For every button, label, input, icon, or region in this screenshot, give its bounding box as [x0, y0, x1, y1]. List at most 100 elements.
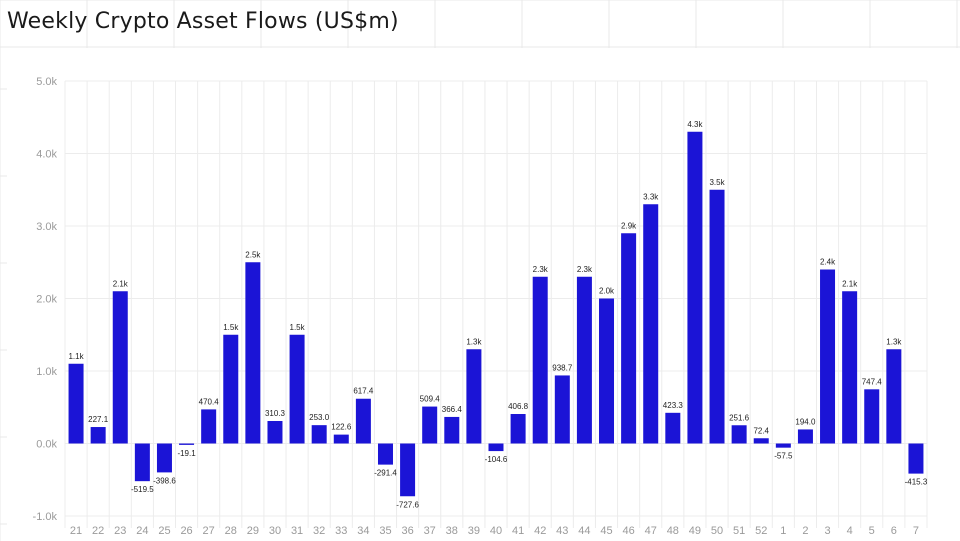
bar-data-label: 2.0k	[599, 287, 615, 296]
bar-data-label: 1.3k	[886, 337, 902, 346]
bar-chart: -1.0k 0.0k 1.0k 2.0k 3.0k 4.0k 5.0k 1.1k 2 1 227.1…	[33, 76, 928, 537]
x-tick-label: 2	[802, 525, 808, 537]
bar-data-label: 251.6	[729, 413, 750, 422]
bar	[201, 409, 217, 444]
bar	[179, 443, 195, 445]
bar	[510, 414, 526, 444]
bar-data-label: 122.6	[331, 423, 352, 432]
x-tick-label: 29	[247, 525, 259, 537]
chart-title: Weekly Crypto Asset Flows (US$m)	[7, 9, 399, 34]
bar	[797, 429, 813, 444]
bar-data-label: 2.4k	[820, 258, 836, 267]
bar-data-label: 423.3	[663, 401, 684, 410]
bar	[599, 298, 615, 444]
bar-data-label: 253.0	[309, 413, 330, 422]
bar	[134, 443, 150, 482]
bar-data-label: 2.3k	[533, 265, 549, 274]
x-tick-label: 1	[780, 525, 786, 537]
bar	[245, 262, 261, 444]
x-tick-label: 6	[891, 525, 897, 537]
bar-data-label: 617.4	[353, 387, 374, 396]
x-tick-label: 47	[645, 525, 657, 537]
x-tick-label: 28	[225, 525, 237, 537]
x-tick-label: 43	[556, 525, 568, 537]
x-tick-label: 33	[335, 525, 347, 537]
bar	[267, 421, 283, 444]
bar-data-label: -727.6	[396, 500, 419, 509]
bar-data-label: 406.8	[508, 402, 529, 411]
bar	[532, 276, 548, 444]
x-tick-label: 44	[578, 525, 590, 537]
bar-data-label: 227.1	[88, 415, 109, 424]
bar	[422, 406, 438, 444]
bar-data-label: 2.1k	[113, 279, 129, 288]
bar	[355, 398, 371, 444]
y-tick-label: 1.0k	[36, 366, 57, 378]
bar	[687, 131, 703, 444]
x-tick-label: 25	[158, 525, 170, 537]
bar	[554, 375, 570, 444]
x-tick-label: 4	[847, 525, 853, 537]
bar	[820, 269, 836, 444]
bar	[400, 443, 416, 497]
x-tick-label: 50	[711, 525, 723, 537]
y-tick-label: 3.0k	[36, 221, 57, 233]
x-tick-label: 37	[424, 525, 436, 537]
bar	[289, 334, 305, 444]
bar	[488, 443, 504, 452]
bar	[864, 389, 880, 444]
bar	[68, 363, 84, 444]
x-tick-label: 26	[180, 525, 192, 537]
x-tick-label: 52	[755, 525, 767, 537]
bar-data-label: 310.3	[265, 409, 286, 418]
bar-data-label: 194.0	[795, 417, 816, 426]
x-tick-label: 7	[913, 525, 919, 537]
bar-data-label: 1.3k	[466, 337, 482, 346]
x-tick-label: 38	[446, 525, 458, 537]
plot-panel: -1.0k 0.0k 1.0k 2.0k 3.0k 4.0k 5.0k 1.1k 2 1 227.1…	[7, 48, 960, 541]
x-tick-label: 51	[733, 525, 745, 537]
x-tick-label: 34	[357, 525, 369, 537]
y-tick-label: 5.0k	[36, 76, 57, 88]
x-tick-label: 45	[600, 525, 612, 537]
x-tick-label: 48	[667, 525, 679, 537]
bar	[90, 427, 106, 444]
x-tick-label: 23	[114, 525, 126, 537]
bar-data-label: -19.1	[177, 449, 196, 458]
bar-data-label: 1.5k	[223, 323, 239, 332]
bar-data-label: 747.4	[862, 377, 883, 386]
y-tick-label: 4.0k	[36, 149, 57, 161]
bar	[311, 425, 327, 444]
x-tick-label: 3	[824, 525, 830, 537]
x-tick-label: 31	[291, 525, 303, 537]
bar	[709, 189, 725, 444]
bar-data-label: 509.4	[420, 395, 441, 404]
bar-data-label: 366.4	[442, 405, 463, 414]
y-tick-label: 0.0k	[36, 439, 57, 451]
x-tick-label: 24	[136, 525, 148, 537]
x-tick-label: 32	[313, 525, 325, 537]
bar	[908, 443, 924, 474]
bar-data-label: 1.1k	[68, 352, 84, 361]
y-tick-label: -1.0k	[33, 511, 58, 523]
bar	[112, 291, 128, 444]
x-tick-label: 49	[689, 525, 701, 537]
bar	[665, 412, 681, 444]
bar	[775, 443, 791, 448]
bar	[753, 438, 769, 444]
bar	[643, 204, 659, 444]
bar-data-label: 2.5k	[245, 250, 261, 259]
bar-data-label: -104.6	[485, 455, 508, 464]
x-tick-label: 42	[534, 525, 546, 537]
bar-data-label: -415.3	[905, 478, 928, 487]
bar-data-label: 3.5k	[709, 178, 725, 187]
bar-data-label: 470.4	[199, 397, 220, 406]
y-tick-label: 2.0k	[36, 294, 57, 306]
x-tick-label: 36	[401, 525, 413, 537]
bar	[466, 349, 482, 444]
x-tick-label: 39	[468, 525, 480, 537]
x-tick-label: 30	[269, 525, 281, 537]
x-tick-label: 27	[203, 525, 215, 537]
bar-data-label: 2.1k	[842, 279, 858, 288]
bar	[377, 443, 393, 465]
